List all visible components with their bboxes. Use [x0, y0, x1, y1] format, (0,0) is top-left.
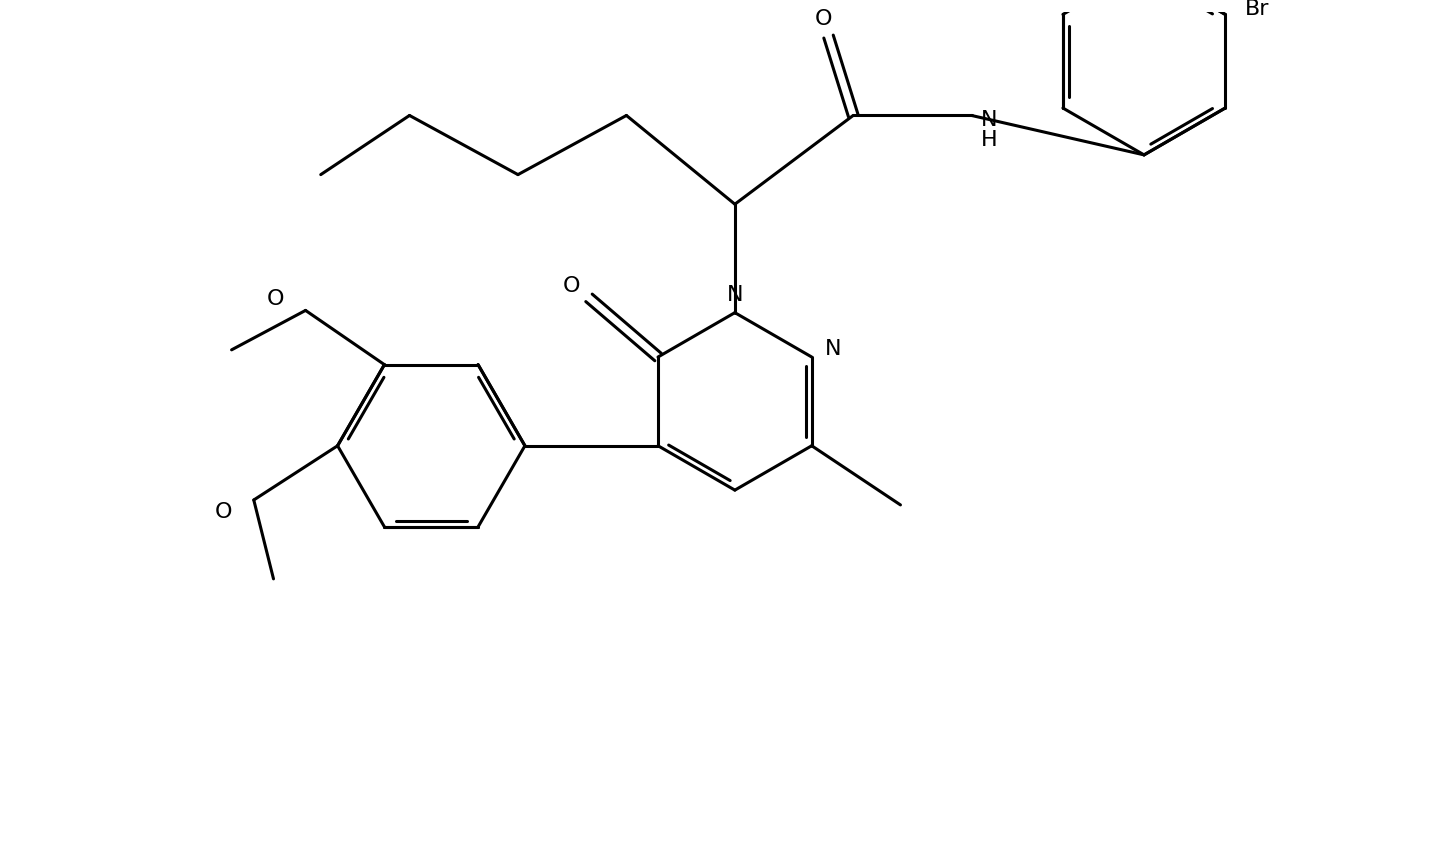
Text: O: O	[215, 502, 232, 522]
Text: N: N	[726, 285, 743, 305]
Text: O: O	[815, 8, 832, 29]
Text: N: N	[825, 339, 842, 360]
Text: O: O	[266, 288, 283, 309]
Text: Br: Br	[1244, 0, 1269, 20]
Text: O: O	[562, 276, 579, 296]
Text: H: H	[982, 130, 998, 150]
Text: N: N	[982, 110, 998, 130]
